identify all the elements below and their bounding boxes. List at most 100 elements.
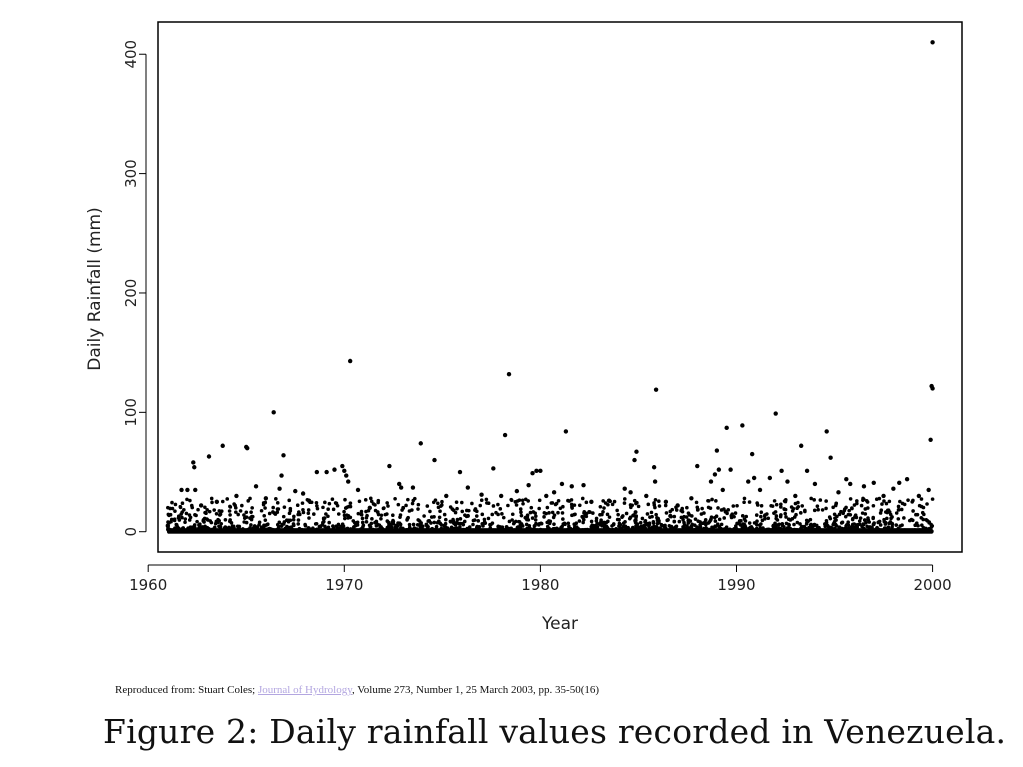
baseline-point <box>833 522 838 527</box>
baseline-point <box>789 505 794 509</box>
baseline-point <box>167 528 172 533</box>
baseline-point <box>800 504 805 508</box>
baseline-point <box>847 508 851 513</box>
baseline-point <box>550 510 555 515</box>
baseline-point <box>653 526 657 530</box>
baseline-point <box>356 511 361 516</box>
baseline-point <box>639 524 644 529</box>
baseline-point <box>514 519 518 524</box>
data-point <box>279 473 284 478</box>
baseline-point <box>601 499 605 503</box>
baseline-point <box>743 525 748 530</box>
baseline-point <box>503 527 508 532</box>
baseline-point <box>869 529 874 534</box>
baseline-point <box>359 509 364 514</box>
y-tick-label: 100 <box>122 398 140 427</box>
baseline-point <box>451 520 456 525</box>
data-point <box>544 493 549 499</box>
data-point <box>652 479 658 484</box>
baseline-point <box>896 507 901 512</box>
baseline-point <box>411 522 416 527</box>
data-point <box>746 479 751 484</box>
baseline-point <box>180 510 184 514</box>
baseline-point <box>244 510 249 515</box>
baseline-point <box>815 526 820 531</box>
baseline-point <box>787 523 791 527</box>
baseline-point <box>174 523 179 527</box>
data-point <box>749 451 755 457</box>
baseline-point <box>227 509 232 513</box>
journal-link[interactable]: Journal of Hydrology <box>257 684 352 696</box>
baseline-point <box>323 500 327 505</box>
baseline-point <box>173 502 178 507</box>
baseline-point <box>248 496 252 501</box>
data-point <box>498 493 504 499</box>
baseline-point <box>804 522 809 526</box>
baseline-point <box>282 505 287 509</box>
data-point <box>253 484 259 489</box>
baseline-point <box>281 514 286 519</box>
baseline-point <box>582 509 587 514</box>
baseline-point <box>367 523 372 528</box>
baseline-point <box>685 526 690 531</box>
baseline-point <box>686 518 691 522</box>
baseline-point <box>663 503 668 508</box>
baseline-point <box>207 509 212 514</box>
baseline-point <box>577 519 582 523</box>
x-axis-label: Year <box>541 614 578 634</box>
baseline-point <box>831 505 835 510</box>
data-point <box>192 465 197 470</box>
baseline-point <box>306 511 311 516</box>
baseline-point <box>228 513 232 517</box>
baseline-point <box>633 518 638 523</box>
baseline-point <box>597 529 602 534</box>
baseline-point <box>325 529 330 534</box>
baseline-point <box>388 529 393 534</box>
baseline-point <box>301 510 306 515</box>
baseline-point <box>866 506 870 510</box>
baseline-point <box>848 512 853 517</box>
baseline-point <box>859 503 864 508</box>
baseline-point <box>526 518 531 522</box>
baseline-point <box>443 521 448 526</box>
baseline-point <box>601 510 605 514</box>
baseline-point <box>824 499 828 503</box>
baseline-point <box>733 511 738 515</box>
baseline-point <box>315 504 319 508</box>
baseline-point <box>883 526 887 530</box>
baseline-point <box>467 508 471 513</box>
baseline-point <box>203 524 207 529</box>
baseline-point <box>694 500 699 505</box>
baseline-point <box>355 529 359 534</box>
baseline-point <box>833 503 838 508</box>
baseline-point <box>318 529 323 534</box>
baseline-point <box>724 525 729 530</box>
baseline-point <box>458 517 463 521</box>
baseline-point <box>506 503 510 508</box>
data-point <box>559 481 565 487</box>
data-point <box>740 423 745 428</box>
baseline-point <box>465 526 470 531</box>
baseline-point <box>358 529 362 534</box>
baseline-point <box>882 499 886 503</box>
baseline-point <box>415 529 419 533</box>
baseline-point <box>643 529 648 534</box>
baseline-point <box>772 499 777 503</box>
baseline-point <box>333 501 338 505</box>
baseline-point <box>237 528 241 532</box>
baseline-point <box>510 512 515 517</box>
baseline-point <box>659 522 664 527</box>
baseline-point <box>614 526 618 531</box>
baseline-point <box>919 504 924 509</box>
baseline-point <box>798 522 802 526</box>
baseline-point <box>698 523 702 527</box>
baseline-point <box>750 526 755 531</box>
baseline-point <box>643 519 648 523</box>
baseline-point <box>449 525 454 530</box>
data-point <box>198 503 204 508</box>
data-point <box>757 487 763 493</box>
data-point <box>324 469 329 475</box>
baseline-point <box>784 521 789 526</box>
baseline-point <box>925 502 929 506</box>
baseline-point <box>335 503 340 508</box>
